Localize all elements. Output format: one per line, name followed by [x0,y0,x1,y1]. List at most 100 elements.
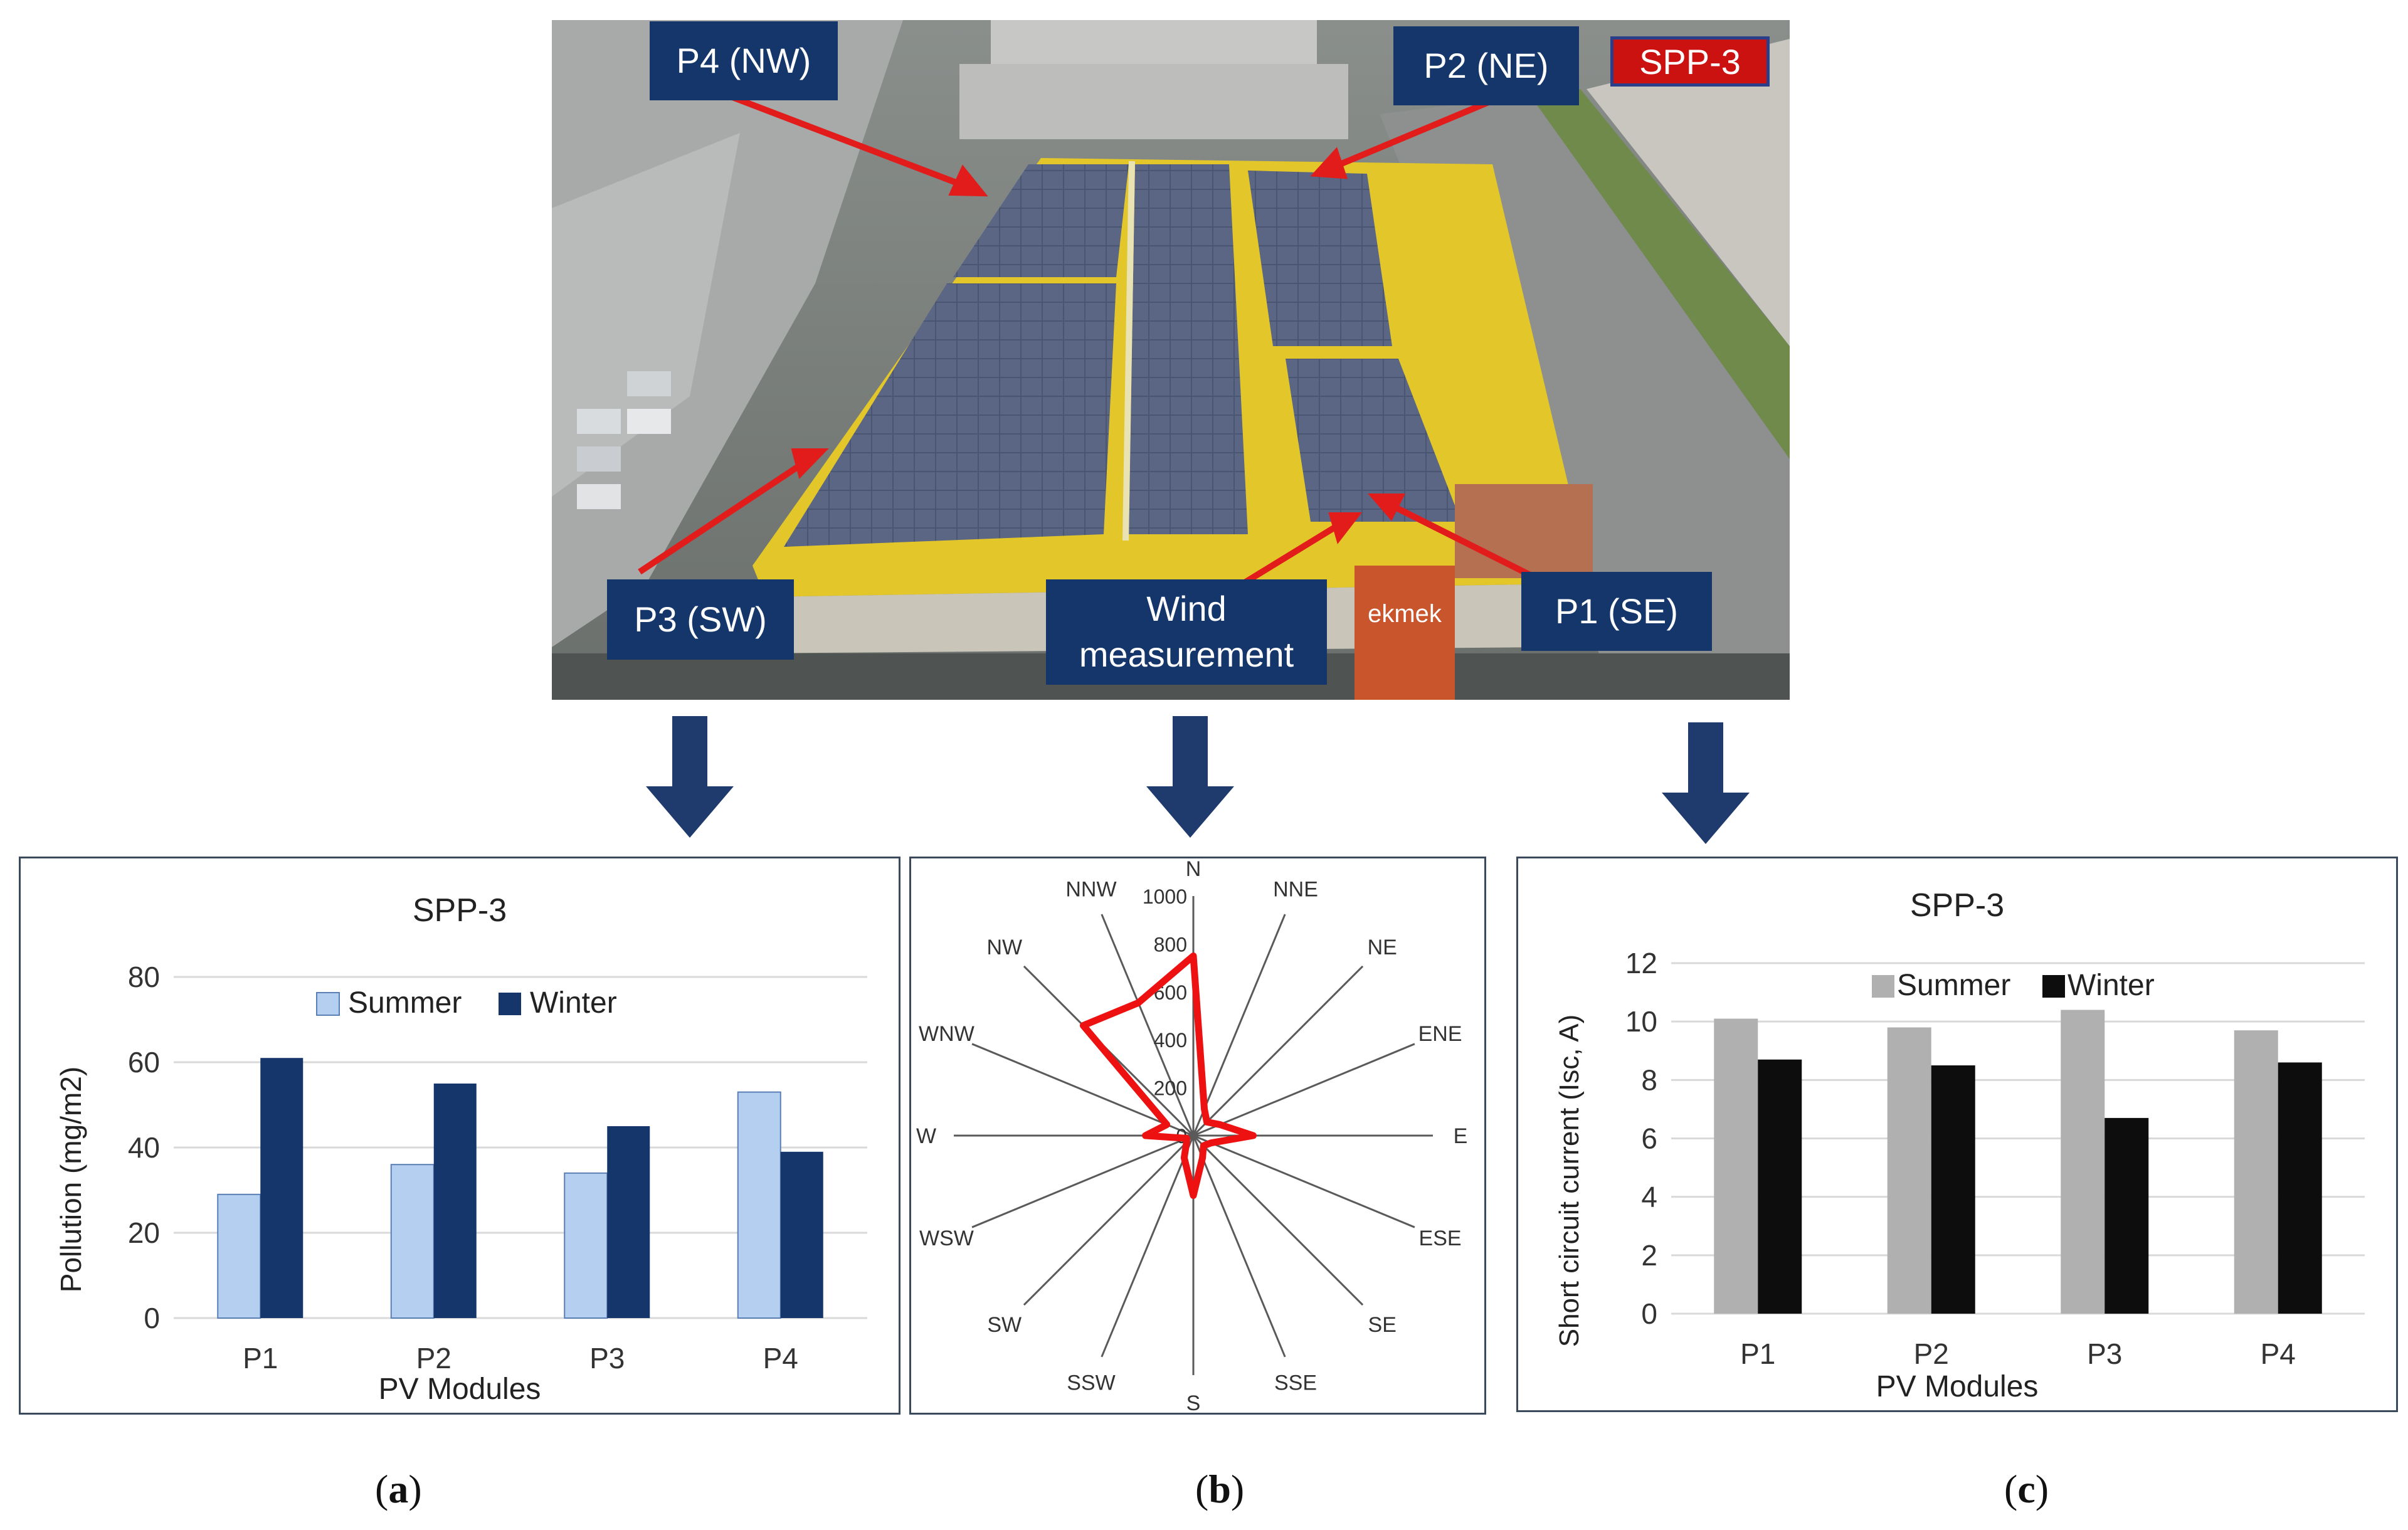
parked-cars [577,371,671,509]
spoke-ese [1193,1134,1415,1228]
chart-c-x-ticks: P1 P2 P3 P4 [1740,1337,2296,1370]
legend-summer-swatch [1872,975,1894,998]
wind-label-line2: measurement [1079,635,1294,674]
direction-label-ese: ESE [1419,1227,1462,1250]
x-tick-label: P3 [2087,1337,2122,1370]
spoke-se [1192,1134,1364,1306]
y-tick-label: 2 [1641,1239,1657,1272]
chart-a-y-ticks: 0 20 40 60 80 [128,961,160,1334]
y-tick-label: 12 [1625,947,1657,979]
y-tick-label: 60 [128,1046,160,1079]
callout-p2-ne: P2 (NE) [1393,26,1579,105]
radial-tick-label: 800 [1154,933,1187,956]
legend-winter-label: Winter [2067,969,2155,1002]
caption-a: (a) [375,1467,422,1511]
legend-winter-swatch [2042,975,2065,998]
spoke-sse [1192,1135,1286,1358]
x-tick-label: P2 [1914,1337,1949,1370]
x-tick-label: P1 [1740,1337,1775,1370]
x-tick-label: P2 [416,1342,452,1374]
chart-c-y-label: Short circuit current (Isc, A) [1554,1015,1585,1348]
direction-label-se: SE [1368,1313,1397,1337]
chart-a-title: SPP-3 [413,892,507,929]
bar-p1-summer [1714,1018,1758,1314]
bar-p3-summer [564,1172,608,1319]
spoke-ssw [1101,1135,1195,1358]
flow-arrow-center [1146,716,1234,838]
bar-p2-summer [1887,1027,1931,1314]
panel-c-isc-chart: SPP-3 Summer Winter 0 2 4 6 8 10 12 P1 P2 P3 P4 P… [1516,857,2398,1412]
rooftop-illustration: ekmek [552,20,1790,700]
panel-b-wind-rose: N NNE NE ENE E ESE SE SSE S SSW SW WSW W WNW NW NNW 0 20… [909,857,1486,1415]
bar-p3-winter [2104,1117,2149,1314]
spoke-wsw [971,1134,1194,1228]
y-tick-label: 8 [1641,1063,1657,1096]
y-tick-label: 0 [1641,1297,1657,1330]
x-tick-label: P3 [589,1342,625,1374]
bar-p1-winter [1758,1059,1802,1314]
wind-frequency-series [1079,952,1257,1199]
bar-p3-winter [607,1126,650,1318]
spoke-sw [1023,1134,1195,1306]
direction-label-nne: NNE [1273,877,1318,901]
radial-tick-label: 400 [1154,1029,1187,1052]
bar-p4-winter [2278,1062,2322,1314]
spp-3-badge: SPP-3 [1610,36,1770,87]
y-tick-label: 80 [128,961,160,993]
direction-label-n: N [1186,858,1201,881]
flow-arrow-left [646,716,734,838]
caption-c: (c) [2004,1467,2049,1511]
chart-a-bars [217,1058,823,1319]
y-tick-label: 20 [128,1216,160,1249]
panel-a-pollution-chart: SPP-3 Summer Winter 0 20 40 60 80 P1 P2 P3 P4 P… [19,857,900,1415]
chart-c-bars [1714,1010,2322,1314]
chart-a-legend: Summer Winter [316,986,617,1020]
callout-p3-sw: P3 (SW) [607,579,794,660]
y-tick-label: 10 [1625,1005,1657,1038]
chart-c-legend: Summer Winter [1872,969,2155,1002]
pointer-arrows [638,92,1545,588]
chart-c-title: SPP-3 [1910,887,2004,924]
direction-label-ne: NE [1368,936,1397,959]
aerial-photo: ekmek [552,20,1790,700]
legend-summer-label: Summer [348,986,462,1020]
y-tick-label: 4 [1641,1181,1657,1213]
wind-label-line1: Wind [1146,589,1227,629]
bar-p4-winter [780,1151,823,1318]
spoke-ne [1192,965,1364,1137]
radial-tick-label: 1000 [1143,885,1187,908]
isc-bar-chart: SPP-3 Summer Winter 0 2 4 6 8 10 12 P1 P2 P3 P4 P… [1554,887,2365,1403]
chart-a-x-label: PV Modules [379,1373,541,1406]
direction-label-e: E [1454,1124,1468,1148]
bar-p3-summer [2061,1010,2105,1314]
direction-label-wnw: WNW [919,1022,974,1046]
radial-tick-label: 200 [1154,1077,1187,1100]
spoke-nne [1192,914,1286,1136]
y-tick-label: 0 [144,1302,160,1334]
flow-arrow-right [1662,722,1750,844]
direction-label-w: W [916,1124,936,1148]
radar-direction-labels: N NNE NE ENE E ESE SE SSE S SSW SW WSW W WNW NW NNW [916,858,1467,1413]
bar-p1-summer [217,1193,261,1319]
spoke-nnw [1101,914,1195,1136]
direction-label-ssw: SSW [1067,1371,1115,1395]
pollution-bar-chart: SPP-3 Summer Winter 0 20 40 60 80 P1 P2 P3 P4 P… [55,892,867,1406]
x-tick-label: P4 [763,1342,798,1374]
spoke-ene [1193,1043,1415,1137]
direction-label-ene: ENE [1418,1022,1462,1046]
chart-a-x-ticks: P1 P2 P3 P4 [243,1342,798,1374]
chart-c-y-ticks: 0 2 4 6 8 10 12 [1625,947,1657,1330]
legend-summer-swatch [316,992,340,1016]
chart-a-y-label: Pollution (mg/m2) [55,1067,87,1292]
direction-label-nnw: NNW [1065,877,1116,901]
bar-p2-summer [390,1164,435,1319]
bar-p1-winter [260,1058,304,1318]
legend-winter-label: Winter [530,986,617,1020]
bar-p4-summer [737,1091,781,1319]
bar-p4-summer [2234,1030,2278,1314]
callout-wind-measurement: Wind measurement [1046,579,1327,685]
direction-label-nw: NW [986,936,1022,959]
y-tick-label: 6 [1641,1122,1657,1155]
direction-label-wsw: WSW [919,1227,974,1250]
